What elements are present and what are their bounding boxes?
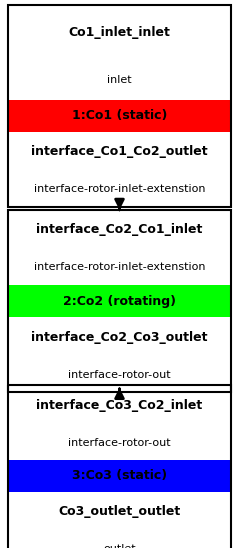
Text: 1:Co1 (static): 1:Co1 (static) xyxy=(72,110,167,123)
Bar xyxy=(8,60,231,100)
Text: interface-rotor-out: interface-rotor-out xyxy=(68,369,171,380)
Text: interface-rotor-inlet-extenstion: interface-rotor-inlet-extenstion xyxy=(34,262,205,272)
Bar xyxy=(8,132,231,172)
Bar xyxy=(8,385,231,425)
Bar xyxy=(8,385,231,548)
Text: 3:Co3 (static): 3:Co3 (static) xyxy=(72,470,167,482)
Text: interface_Co2_Co3_outlet: interface_Co2_Co3_outlet xyxy=(31,330,208,344)
Bar xyxy=(8,357,231,392)
Bar xyxy=(8,210,231,250)
Bar xyxy=(8,425,231,460)
Text: inlet: inlet xyxy=(107,75,132,85)
Bar xyxy=(8,5,231,60)
Bar xyxy=(8,172,231,207)
Bar xyxy=(8,5,231,207)
Bar xyxy=(8,317,231,357)
Bar xyxy=(8,250,231,285)
Text: interface-rotor-inlet-extenstion: interface-rotor-inlet-extenstion xyxy=(34,185,205,195)
Bar xyxy=(8,460,231,492)
Text: 2:Co2 (rotating): 2:Co2 (rotating) xyxy=(63,294,176,307)
Text: interface_Co2_Co1_inlet: interface_Co2_Co1_inlet xyxy=(36,224,203,237)
Bar xyxy=(8,532,231,548)
Bar xyxy=(8,492,231,532)
Text: Co1_inlet_inlet: Co1_inlet_inlet xyxy=(69,26,170,39)
Bar xyxy=(8,210,231,392)
Bar xyxy=(8,100,231,132)
Bar xyxy=(8,285,231,317)
Text: interface-rotor-out: interface-rotor-out xyxy=(68,437,171,448)
Text: interface_Co3_Co2_inlet: interface_Co3_Co2_inlet xyxy=(36,398,203,412)
Text: outlet: outlet xyxy=(103,545,136,548)
Text: interface_Co1_Co2_outlet: interface_Co1_Co2_outlet xyxy=(31,146,208,158)
Text: Co3_outlet_outlet: Co3_outlet_outlet xyxy=(58,505,181,518)
